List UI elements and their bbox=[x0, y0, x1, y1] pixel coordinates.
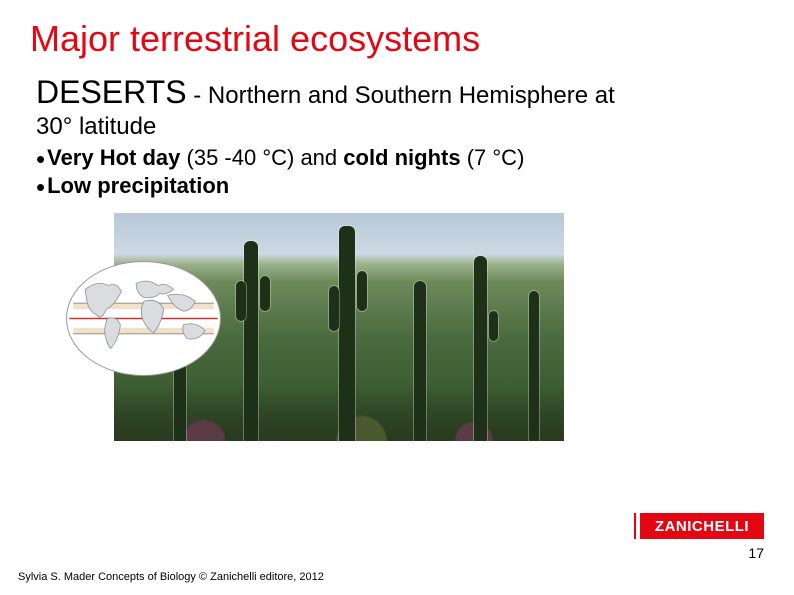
page-title: Major terrestrial ecosystems bbox=[30, 18, 764, 60]
bullet1-pre: Very Hot day bbox=[47, 145, 180, 170]
topic-line: DESERTS - Northern and Southern Hemisphe… bbox=[36, 72, 764, 112]
globe-map-icon bbox=[66, 261, 221, 376]
bullet-icon: • bbox=[36, 146, 45, 172]
bullet1-tail: (7 °C) bbox=[461, 145, 525, 170]
topic-location-a: Northern and Southern Hemisphere at bbox=[208, 82, 615, 109]
footer-credit: Sylvia S. Mader Concepts of Biology © Za… bbox=[18, 571, 324, 583]
bullet2-text: Low precipitation bbox=[47, 172, 229, 200]
bullet-icon: • bbox=[36, 174, 45, 200]
topic-name: DESERTS bbox=[36, 74, 187, 110]
bullet1-post: cold nights bbox=[343, 145, 460, 170]
page-number: 17 bbox=[748, 545, 764, 561]
topic-dash: - bbox=[187, 82, 208, 109]
list-item: • Very Hot day (35 -40 °C) and cold nigh… bbox=[36, 144, 764, 172]
bullet-list: • Very Hot day (35 -40 °C) and cold nigh… bbox=[36, 144, 764, 199]
publisher-logo: ZANICHELLI bbox=[634, 513, 764, 539]
figure bbox=[66, 213, 566, 448]
bullet1-mid: (35 -40 °C) and bbox=[180, 145, 343, 170]
list-item: • Low precipitation bbox=[36, 172, 764, 200]
topic-location-b: 30° latitude bbox=[36, 112, 764, 142]
